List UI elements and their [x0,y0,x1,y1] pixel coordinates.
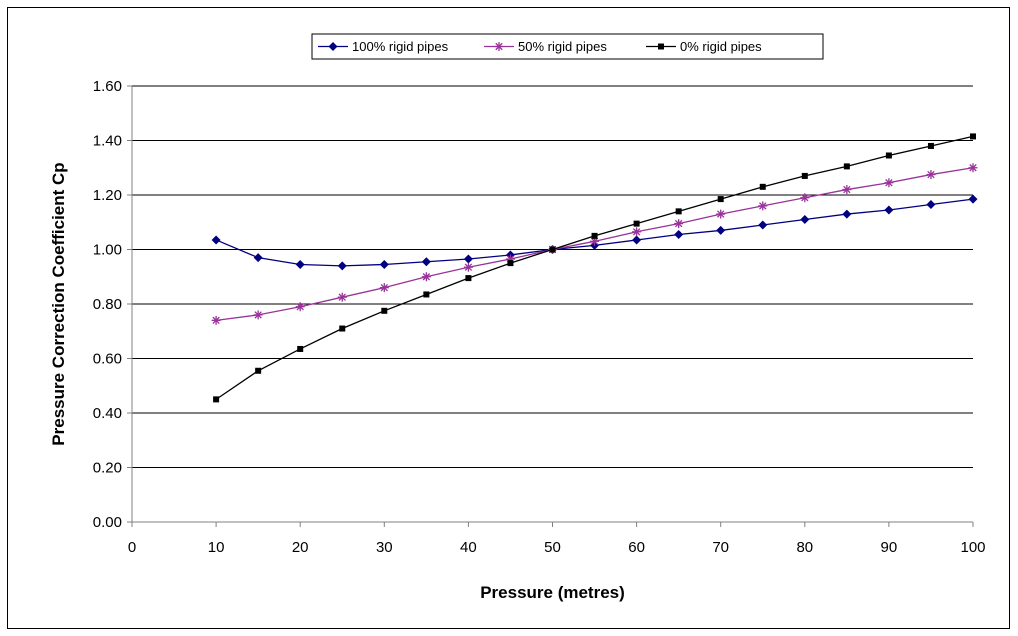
data-point [463,262,473,272]
y-tick-label: 0.00 [93,514,122,531]
data-point [674,219,684,229]
data-point [421,272,431,282]
x-tick-label: 10 [208,539,225,556]
legend-label: 100% rigid pipes [352,39,449,54]
y-axis-title: Pressure Correction Coefficient Cp [49,162,68,445]
data-point [843,163,850,170]
series-lines [211,133,978,403]
series-0 [211,194,978,271]
y-tick-label: 0.20 [93,460,122,477]
data-point [758,220,768,230]
legend-entry-0: 100% rigid pipes [318,39,449,54]
legend: 100% rigid pipes 50% rigid pipes 0% rigid … [311,33,824,60]
data-point [717,196,724,203]
y-tick-label: 0.80 [93,296,122,313]
x-axis-title: Pressure (metres) [480,583,625,602]
y-tick-label: 0.60 [93,351,122,368]
data-point [674,230,684,240]
data-point [926,200,936,210]
x-tick-labels: 0 10 20 30 40 50 60 70 80 90 100 [128,522,986,556]
y-tick-label: 1.00 [93,242,122,259]
data-point [591,232,598,239]
data-point [337,292,347,302]
data-point [295,259,305,269]
data-point [213,396,220,403]
data-point [716,225,726,235]
data-point [970,133,976,140]
data-point [968,163,978,173]
series-1 [211,163,978,325]
series-line-2 [215,135,974,400]
data-point [800,215,810,225]
x-tick-label: 100 [960,539,985,556]
y-tick-labels: 0.00 0.20 0.40 0.60 0.80 1.00 1.20 1.40 1.60 [93,78,132,531]
legend-items: 100% rigid pipes 50% rigid pipes 0% rigid … [318,39,762,54]
data-point [927,142,934,149]
data-point [339,325,346,332]
data-point [632,227,642,237]
x-tick-label: 30 [376,539,393,556]
data-point [253,310,263,320]
data-point [421,257,431,267]
legend-marker [494,42,504,51]
data-point [379,283,389,293]
x-tick-label: 20 [292,539,309,556]
y-tick-label: 1.40 [93,133,122,150]
chart-frame [7,7,1010,629]
x-tick-label: 0 [128,539,136,556]
data-point [381,307,388,314]
series-2 [213,133,976,403]
data-point [884,178,894,188]
data-point [968,194,978,204]
gridlines [132,85,973,468]
data-point [379,259,389,269]
data-point [211,235,221,245]
y-tick-label: 1.60 [93,78,122,95]
data-point [211,315,221,325]
series-line-0 [215,198,974,267]
data-point [463,254,473,264]
legend-marker [328,42,338,51]
data-point [255,367,262,374]
data-point [842,209,852,219]
legend-label: 0% rigid pipes [680,39,762,54]
y-tick-label: 1.20 [93,187,122,204]
data-point [632,235,642,245]
data-point [842,185,852,195]
data-point [295,302,305,312]
data-point [633,220,640,227]
data-point [423,291,430,298]
data-point [884,205,894,215]
legend-entry-1: 50% rigid pipes [484,39,607,54]
x-tick-label: 60 [628,539,645,556]
data-point [465,275,472,282]
x-tick-label: 80 [796,539,813,556]
x-tick-label: 50 [544,539,561,556]
data-point [885,152,892,159]
data-point [926,170,936,180]
data-point [759,183,766,190]
data-point [337,261,347,271]
data-point [716,209,726,219]
y-tick-label: 0.40 [93,405,122,422]
data-point [801,172,808,179]
x-tick-label: 70 [712,539,729,556]
data-point [800,193,810,203]
x-tick-label: 90 [881,539,898,556]
data-point [675,208,682,215]
legend-label: 50% rigid pipes [518,39,607,54]
legend-marker [658,43,664,50]
legend-box [311,33,824,60]
data-point [297,345,304,352]
legend-entry-2: 0% rigid pipes [646,39,762,54]
data-point [253,253,263,263]
x-tick-label: 40 [460,539,477,556]
data-point [549,246,556,253]
data-point [507,260,514,267]
data-point [758,201,768,211]
